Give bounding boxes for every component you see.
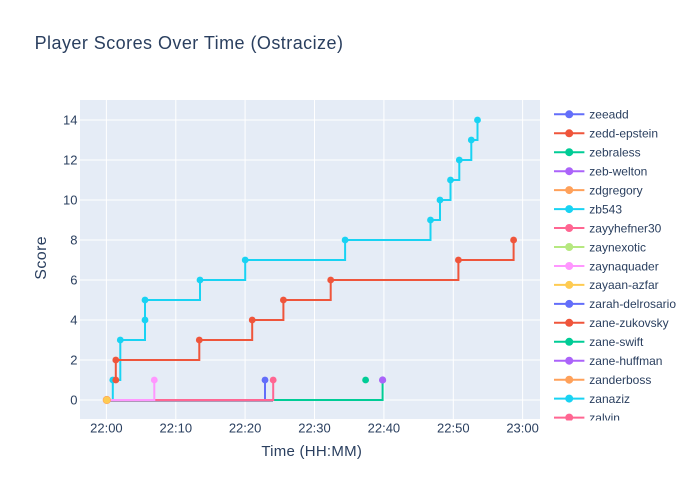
svg-text:zanaziz: zanaziz: [589, 392, 630, 406]
svg-text:12: 12: [63, 153, 77, 168]
svg-text:zarah-delrosario: zarah-delrosario: [589, 297, 676, 311]
svg-text:zebraless: zebraless: [589, 146, 640, 160]
svg-text:Score: Score: [33, 236, 50, 280]
svg-text:zeeadd: zeeadd: [589, 108, 628, 122]
svg-text:4: 4: [70, 313, 77, 328]
svg-text:22:20: 22:20: [229, 421, 262, 436]
svg-text:zane-huffman: zane-huffman: [589, 354, 662, 368]
svg-text:zalvin: zalvin: [589, 411, 620, 425]
svg-text:Time (HH:MM): Time (HH:MM): [261, 443, 362, 460]
svg-text:zayyhefner30: zayyhefner30: [589, 221, 661, 235]
svg-text:22:50: 22:50: [437, 421, 470, 436]
svg-text:zedd-epstein: zedd-epstein: [589, 127, 658, 141]
svg-text:22:00: 22:00: [90, 421, 123, 436]
svg-text:22:30: 22:30: [298, 421, 331, 436]
svg-text:zdgregory: zdgregory: [589, 183, 642, 197]
svg-text:22:10: 22:10: [160, 421, 193, 436]
svg-text:zayaan-azfar: zayaan-azfar: [589, 278, 658, 292]
svg-text:23:00: 23:00: [506, 421, 539, 436]
svg-text:10: 10: [63, 193, 77, 208]
svg-text:14: 14: [63, 113, 77, 128]
svg-text:8: 8: [70, 233, 77, 248]
svg-text:0: 0: [70, 393, 77, 408]
svg-text:22:40: 22:40: [368, 421, 401, 436]
svg-text:Player Scores Over Time (Ostra: Player Scores Over Time (Ostracize): [35, 33, 344, 53]
svg-text:zeb-welton: zeb-welton: [589, 165, 647, 179]
svg-text:zanderboss: zanderboss: [589, 373, 651, 387]
svg-text:zane-swift: zane-swift: [589, 335, 644, 349]
svg-text:zb543: zb543: [589, 202, 622, 216]
svg-text:2: 2: [70, 353, 77, 368]
svg-text:6: 6: [70, 273, 77, 288]
svg-text:zane-zukovsky: zane-zukovsky: [589, 316, 668, 330]
svg-text:zaynaquader: zaynaquader: [589, 259, 658, 273]
svg-text:zaynexotic: zaynexotic: [589, 240, 646, 254]
